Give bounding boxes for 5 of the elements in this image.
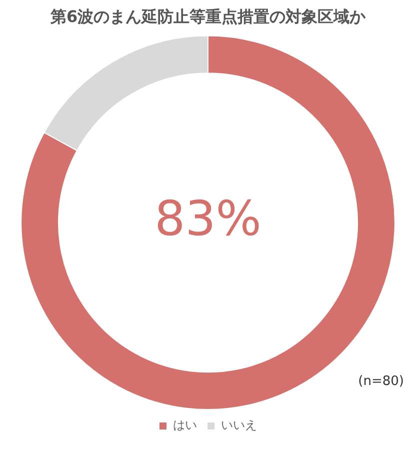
- text: (n=80): [358, 374, 404, 389]
- text: 83%: [154, 191, 262, 248]
- legend-label: はい: [173, 418, 197, 432]
- chart-title: 第6波のまん延防止等重点措置の対象区域か: [49, 6, 367, 26]
- legend-label: いいえ: [221, 418, 257, 432]
